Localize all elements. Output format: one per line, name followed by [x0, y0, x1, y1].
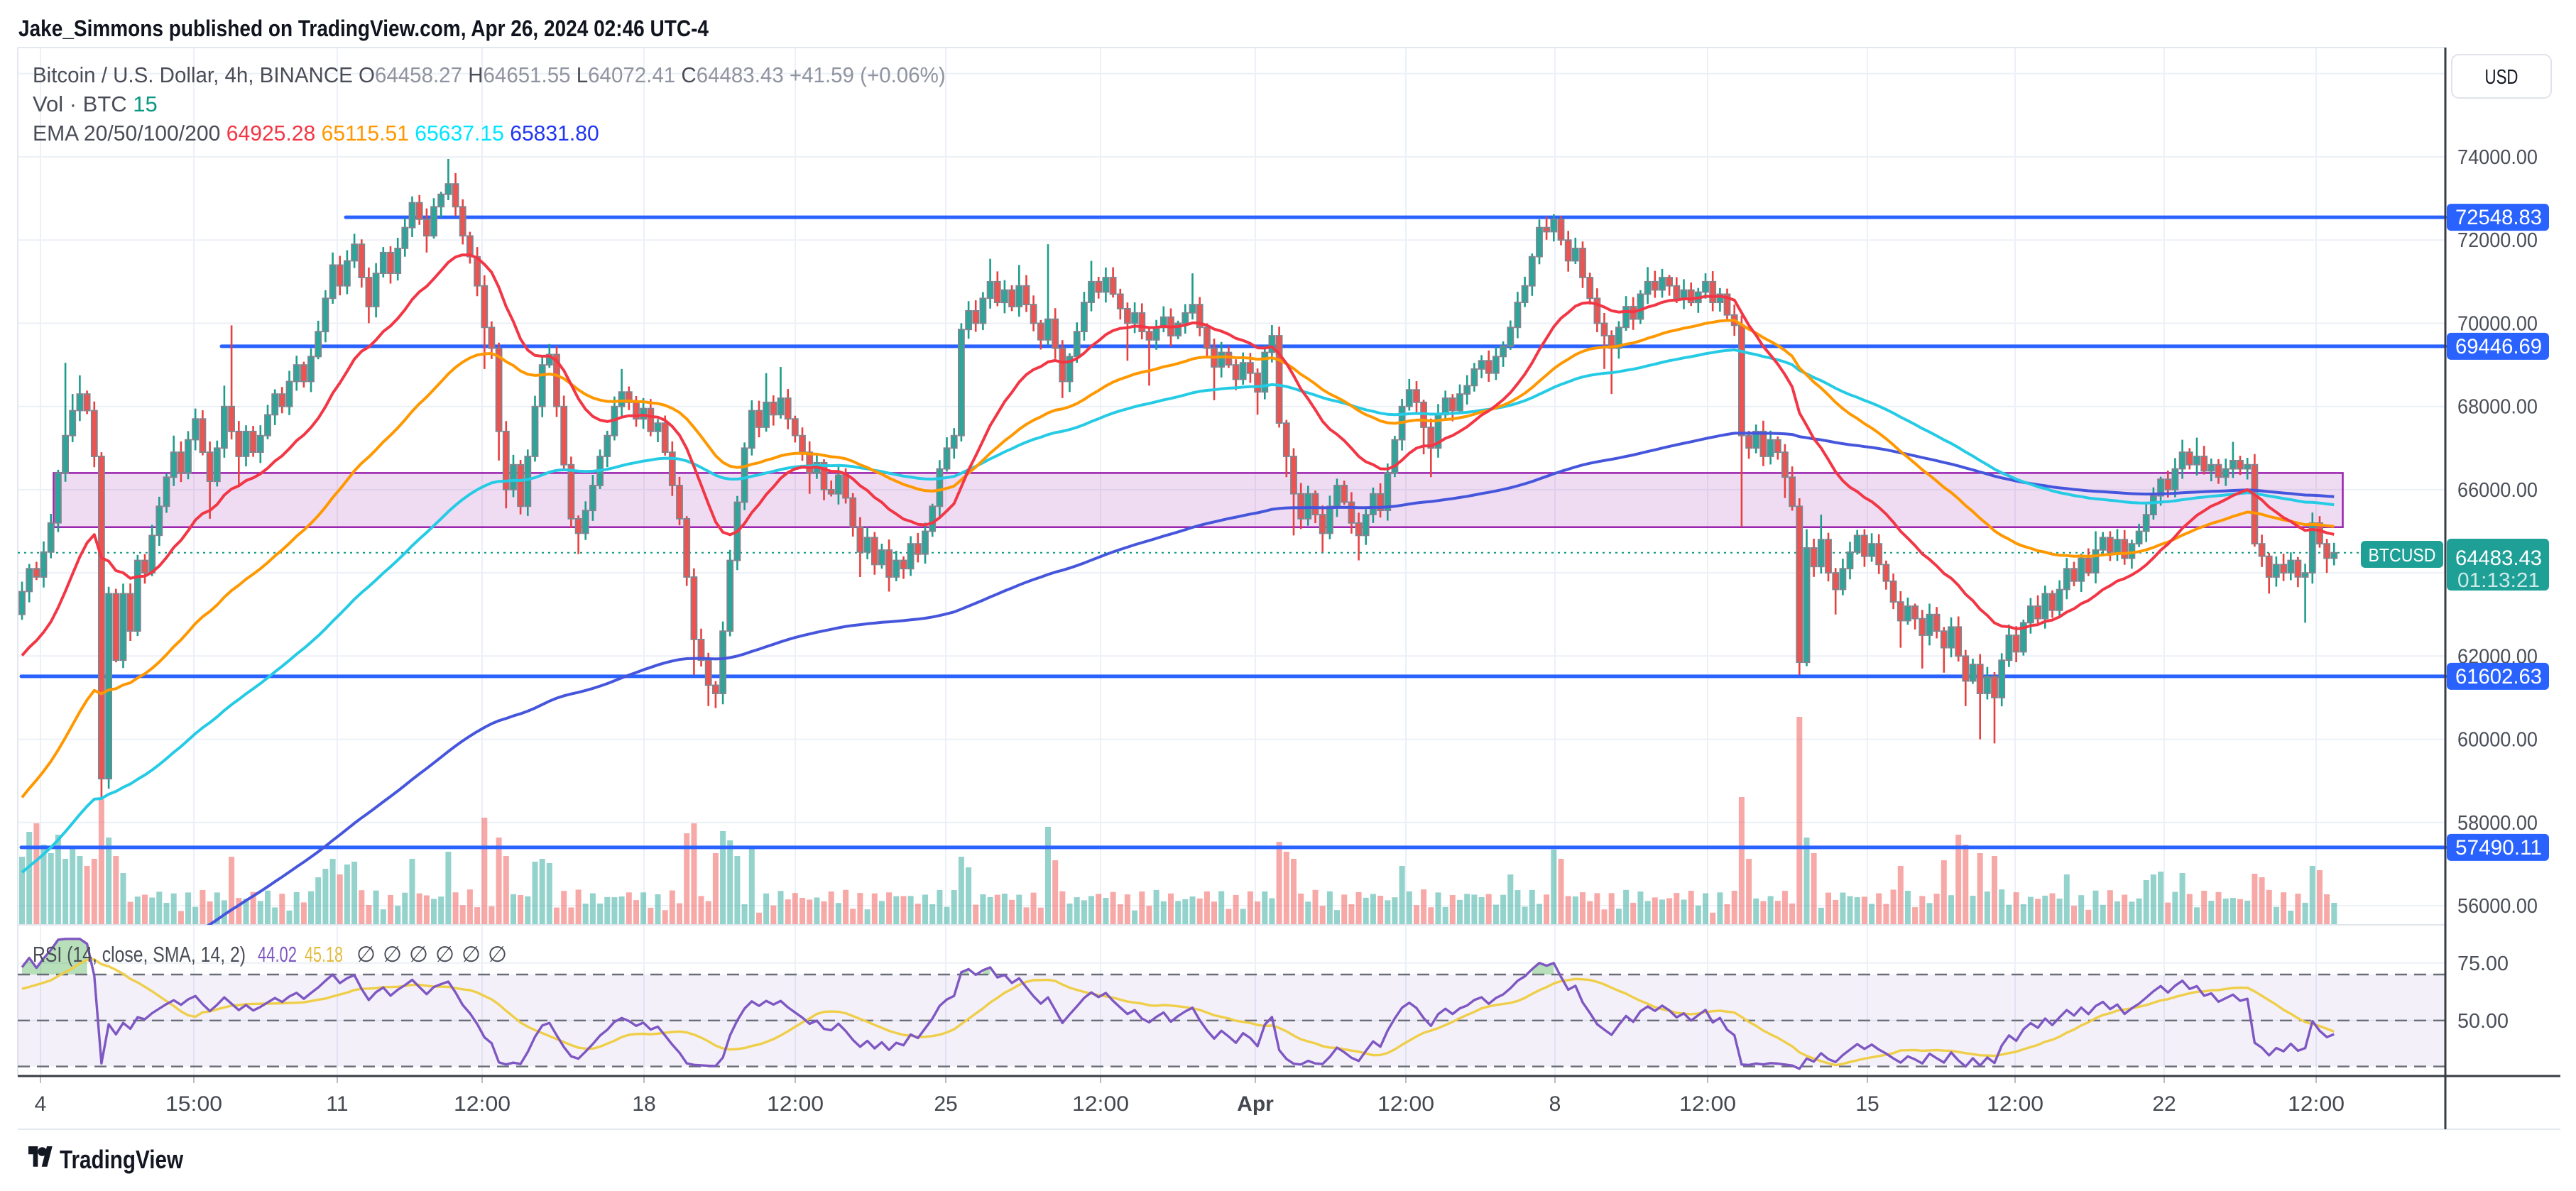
svg-text:57490.11: 57490.11 — [2455, 836, 2542, 860]
svg-text:12:00: 12:00 — [2288, 1092, 2345, 1116]
svg-text:Jake_Simmons published on Trad: Jake_Simmons published on TradingView.co… — [18, 16, 709, 41]
svg-text:61602.63: 61602.63 — [2455, 665, 2542, 688]
svg-text:75.00: 75.00 — [2457, 953, 2509, 975]
svg-text:64483.43: 64483.43 — [2455, 547, 2542, 570]
svg-text:69446.69: 69446.69 — [2455, 335, 2542, 358]
svg-text:Bitcoin / U.S. Dollar, 4h, BIN: Bitcoin / U.S. Dollar, 4h, BINANCE O6445… — [33, 63, 946, 87]
svg-text:60000.00: 60000.00 — [2457, 729, 2538, 752]
svg-text:11: 11 — [326, 1092, 348, 1116]
svg-text:74000.00: 74000.00 — [2457, 146, 2538, 169]
svg-text:12:00: 12:00 — [454, 1092, 511, 1116]
svg-text:58000.00: 58000.00 — [2457, 812, 2538, 835]
svg-text:72000.00: 72000.00 — [2457, 229, 2538, 252]
svg-text:∅∅∅∅∅∅: ∅∅∅∅∅∅ — [356, 942, 514, 967]
svg-text:72548.83: 72548.83 — [2455, 206, 2542, 229]
svg-text:68000.00: 68000.00 — [2457, 396, 2538, 419]
svg-text:USD: USD — [2485, 66, 2518, 89]
svg-text:TradingView: TradingView — [60, 1145, 184, 1174]
svg-text:12:00: 12:00 — [1987, 1092, 2043, 1116]
svg-text:15:00: 15:00 — [165, 1092, 222, 1116]
svg-text:18: 18 — [632, 1092, 655, 1116]
svg-text:BTCUSD: BTCUSD — [2369, 544, 2436, 566]
svg-text:EMA 20/50/100/200 64925.28 6: EMA 20/50/100/200 64925.28 65115.51 6563… — [33, 121, 599, 146]
svg-text:45.18: 45.18 — [305, 942, 343, 967]
svg-text:12:00: 12:00 — [1679, 1092, 1736, 1116]
svg-text:44.02: 44.02 — [258, 942, 297, 967]
svg-text:01:13:21: 01:13:21 — [2457, 569, 2540, 592]
svg-text:12:00: 12:00 — [1072, 1092, 1129, 1116]
svg-text:66000.00: 66000.00 — [2457, 479, 2538, 502]
svg-text:22: 22 — [2152, 1092, 2176, 1116]
svg-text:12:00: 12:00 — [1377, 1092, 1434, 1116]
svg-text:25: 25 — [934, 1092, 957, 1116]
svg-text:RSI (14, close, SMA, 14, 2): RSI (14, close, SMA, 14, 2) — [33, 942, 246, 967]
svg-text:Vol · BTC 15: Vol · BTC 15 — [33, 92, 158, 116]
svg-text:15: 15 — [1855, 1092, 1879, 1116]
svg-text:50.00: 50.00 — [2457, 1010, 2509, 1033]
svg-text:8: 8 — [1549, 1092, 1561, 1116]
svg-text:70000.00: 70000.00 — [2457, 312, 2538, 335]
svg-text:Apr: Apr — [1237, 1092, 1274, 1116]
svg-text:56000.00: 56000.00 — [2457, 895, 2538, 918]
svg-text:4: 4 — [35, 1092, 47, 1116]
svg-text:12:00: 12:00 — [767, 1092, 824, 1116]
